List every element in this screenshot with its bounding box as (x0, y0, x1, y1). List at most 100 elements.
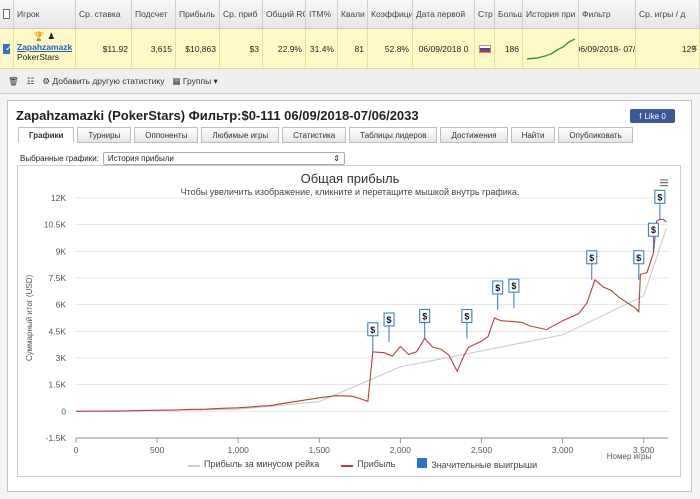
big-win-dollar-icon: $ (636, 253, 641, 263)
header-total-roi[interactable]: Общий RO (263, 0, 306, 28)
header-big[interactable]: Больш (495, 0, 523, 28)
like-label: Like 0 (644, 111, 666, 121)
roi-cell: 22.9% (263, 29, 306, 68)
big-win-flag (586, 250, 598, 265)
big-win-flag (383, 312, 395, 327)
legend-rake-series[interactable]: Прибыль за минусом рейка (188, 459, 319, 469)
player-name-link[interactable]: Zapahzamazki (17, 42, 72, 52)
header-first-date[interactable]: Дата первой (413, 0, 475, 28)
groups-button[interactable]: ▦ Группы ▾ (172, 76, 217, 87)
groups-label: Группы (182, 75, 212, 86)
header-itm[interactable]: ITM% (306, 0, 338, 28)
series-line-Прибыль (75, 218, 667, 412)
player-cell[interactable]: 🏆 ♟ Zapahzamazki PokerStars (14, 29, 76, 68)
trash-icon[interactable]: 🗑 (8, 75, 19, 86)
chart-subtitle: Чтобы увеличить изображение, кликните и … (181, 187, 520, 197)
header-avg-profit[interactable]: Ср. приб (220, 0, 263, 28)
select-all-checkbox[interactable] (3, 9, 10, 19)
profit-cell: $10,863 (176, 29, 220, 68)
games-per-day-value: 125 (681, 43, 696, 54)
tab-opponents[interactable]: Оппоненты (134, 127, 199, 143)
y-tick-label: 3K (56, 353, 67, 363)
avg-stake-cell: $11.92 (76, 29, 132, 68)
games-per-day-cell: 125 x (636, 29, 700, 68)
itm-cell: 31.4% (306, 29, 338, 68)
first-date-cell: 06/09/2018 0 (413, 29, 475, 68)
big-win-dollar-icon: $ (651, 225, 656, 235)
columns-icon[interactable]: ☷ (26, 75, 35, 86)
header-history[interactable]: История при (523, 0, 579, 28)
table-toolbar: 🗑 ☷ ⚙ Добавить другую статистику ▦ Групп… (0, 69, 700, 93)
big-win-dollar-icon: $ (511, 281, 516, 291)
chart-menu-icon[interactable]: ≡ (659, 175, 668, 192)
legend-rake-label: Прибыль за минусом рейка (204, 459, 320, 469)
avg-profit-cell: $3 (220, 29, 263, 68)
x-axis-label: Номер игры (607, 452, 652, 461)
add-stats-icon: ⚙ (42, 75, 53, 86)
header-avg-stake[interactable]: Ср. ставка (76, 0, 132, 28)
big-cell: 186 (495, 29, 523, 68)
tab-search[interactable]: Найти (510, 127, 556, 143)
header-filter[interactable]: Фильтр (579, 0, 636, 28)
groups-icon: ▦ (172, 75, 183, 86)
row-checkbox[interactable] (3, 43, 13, 54)
chart-legend: Прибыль за минусом рейка Прибыль Значите… (188, 458, 537, 470)
x-tick-label: 0 (74, 445, 79, 455)
y-tick-label: 10.5K (44, 220, 67, 230)
chart-title: Общая прибыль (301, 171, 400, 186)
tab-tournaments[interactable]: Турниры (77, 127, 132, 143)
header-ratio[interactable]: Коэффици (368, 0, 413, 28)
trophy-icon: 🏆 (33, 31, 45, 41)
big-win-dollar-icon: $ (370, 325, 375, 335)
big-win-flag (492, 280, 504, 295)
header-quali[interactable]: Квали (338, 0, 368, 28)
filter-cell: $0-111 06/09/2018- 07/06/2033 (579, 29, 636, 68)
chart-selector-row: Выбранные графики: История прибыли ⇕ (20, 152, 345, 165)
y-tick-label: 4.5K (49, 326, 67, 336)
big-win-flag (633, 250, 645, 265)
graph-select-value: История прибыли (107, 154, 174, 163)
big-win-dollar-icon: $ (464, 311, 469, 321)
header-country[interactable]: Стр (475, 0, 495, 28)
tab-graphs[interactable]: Графики (18, 127, 75, 143)
y-tick-label: 0 (61, 406, 66, 416)
history-sparkline (526, 37, 575, 60)
big-win-flag (461, 308, 473, 323)
tab-favorite-games[interactable]: Любимые игры (201, 127, 280, 143)
tab-statistics[interactable]: Статистика (282, 127, 347, 143)
big-win-dollar-icon: $ (589, 253, 594, 263)
facebook-like-button[interactable]: f Like 0 (630, 109, 675, 123)
stats-table-header: Игрок Ср. ставка Подсчет Прибыль Ср. при… (0, 0, 700, 29)
big-wins-swatch (417, 458, 428, 468)
header-count[interactable]: Подсчет (132, 0, 176, 28)
row-checkbox-cell[interactable] (0, 29, 14, 68)
big-win-dollar-icon: $ (657, 192, 662, 202)
tab-leaderboards[interactable]: Таблицы лидеров (349, 127, 438, 143)
stats-table: Игрок Ср. ставка Подсчет Прибыль Ср. при… (0, 0, 700, 94)
profit-chart[interactable]: Общая прибыль Чтобы увеличить изображение… (17, 165, 681, 477)
legend-big-wins[interactable]: Значительные выигрыши (417, 458, 537, 470)
tab-achievements[interactable]: Достижения (440, 127, 508, 143)
graph-select[interactable]: История прибыли ⇕ (102, 152, 345, 165)
big-win-dollar-icon: $ (495, 283, 500, 293)
add-stats-label: Добавить другую статистику (52, 75, 165, 86)
y-tick-label: 12K (51, 193, 66, 203)
player-row[interactable]: 🏆♟ Zapahzamazki PokerStars $11.92 3,615 … (0, 29, 700, 69)
profit-line-swatch (341, 465, 354, 467)
big-win-dollar-icon: $ (387, 315, 392, 325)
legend-big-wins-label: Значительные выигрыши (431, 460, 538, 470)
y-tick-label: -1.5K (46, 433, 67, 443)
add-stats-button[interactable]: ⚙ Добавить другую статистику (42, 76, 164, 87)
x-tick-label: 1,500 (309, 445, 331, 455)
header-checkbox-column[interactable] (0, 0, 14, 28)
header-games-per-day[interactable]: Ср. игры / д (636, 0, 700, 28)
header-player[interactable]: Игрок (14, 0, 76, 28)
x-tick-label: 500 (150, 445, 164, 455)
legend-profit-series[interactable]: Прибыль (341, 459, 395, 469)
tab-publish[interactable]: Опубликовать (558, 127, 633, 143)
big-win-flag (654, 189, 666, 204)
header-profit[interactable]: Прибыль (176, 0, 220, 28)
legend-profit-label: Прибыль (357, 459, 396, 469)
y-tick-label: 6K (56, 300, 67, 310)
